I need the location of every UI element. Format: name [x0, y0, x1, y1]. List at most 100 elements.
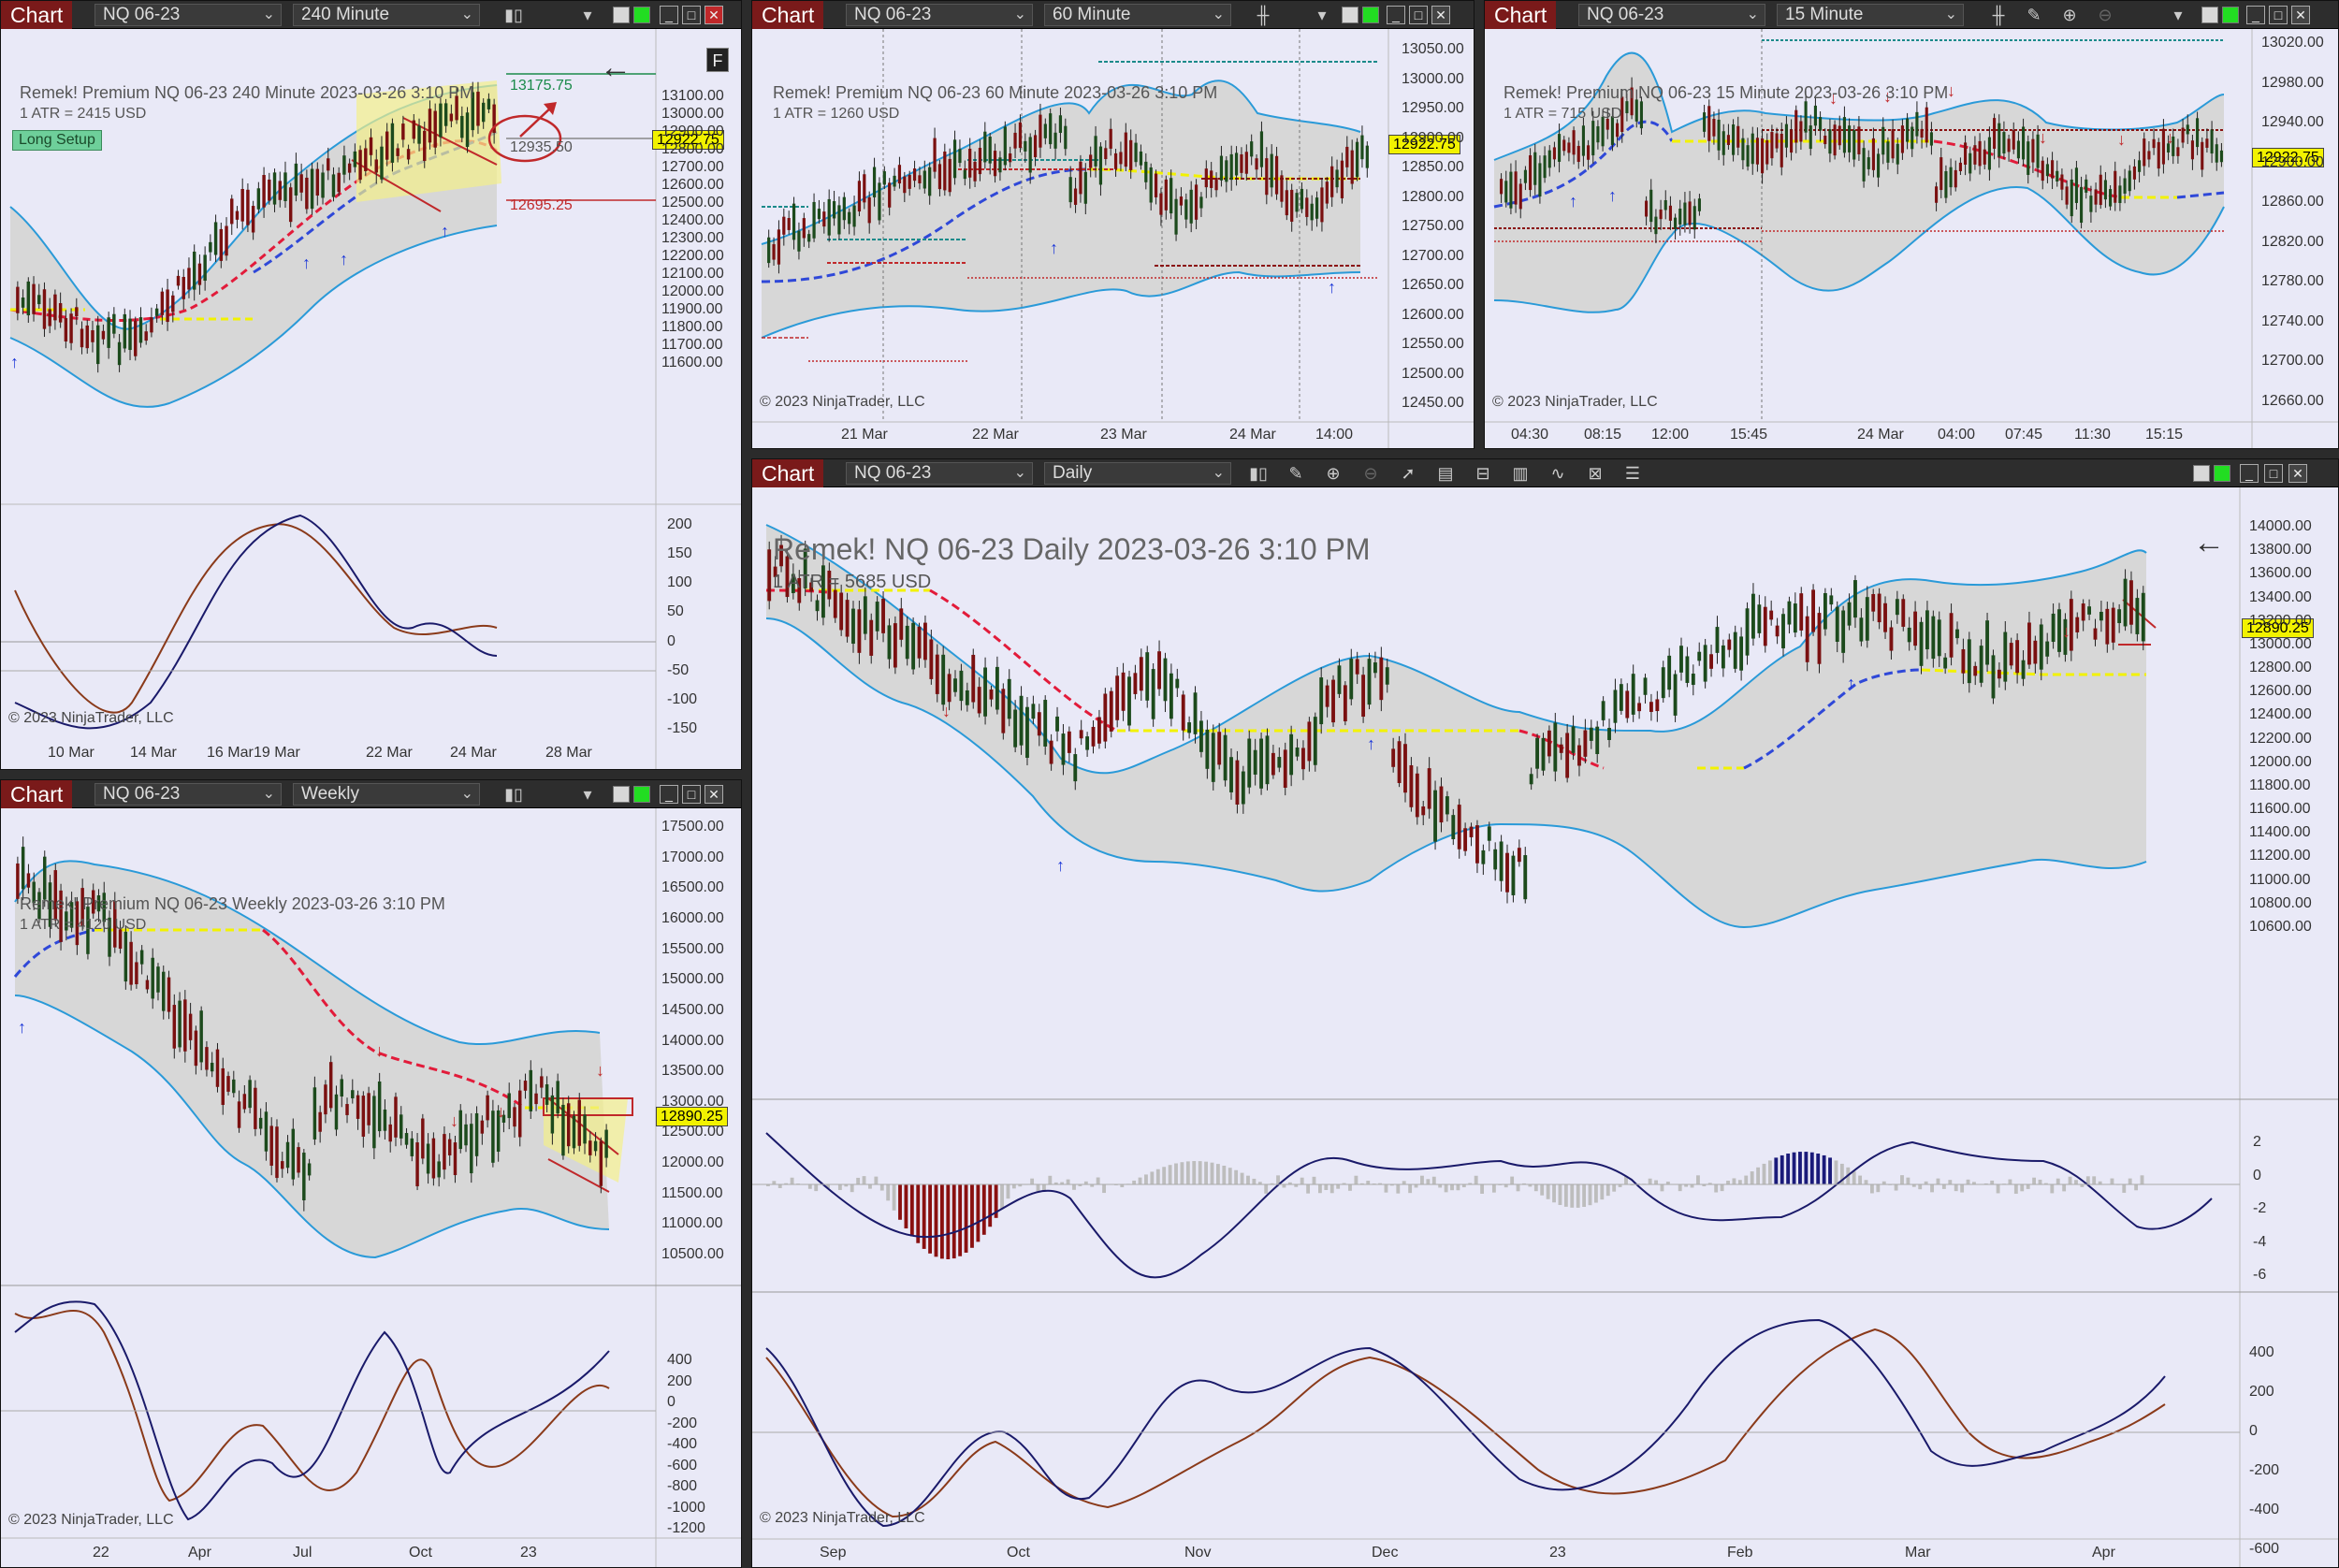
instrument-selector[interactable]: NQ 06-23 ⌄	[94, 783, 282, 806]
candles-icon[interactable]: ▮▯	[1249, 464, 1268, 483]
candle	[237, 1101, 241, 1128]
link-color-box[interactable]	[613, 786, 630, 803]
close-button[interactable]: ✕	[705, 785, 723, 804]
chevron-down-icon: ⌄	[460, 7, 473, 22]
instrument-selector[interactable]: NQ 06-23 ⌄	[846, 4, 1033, 26]
indicator-panel-button[interactable]: F	[706, 48, 729, 72]
candles-icon[interactable]: ╫	[1257, 6, 1270, 24]
properties-icon[interactable]: ⊠	[1588, 464, 1603, 483]
chevron-down-icon[interactable]: ▾	[2173, 6, 2183, 24]
candle	[1403, 744, 1407, 793]
histogram-bar	[981, 1184, 986, 1235]
minimize-button[interactable]: _	[2240, 464, 2259, 483]
link-color-box[interactable]	[2201, 7, 2218, 23]
chevron-down-icon[interactable]: ▾	[1317, 6, 1327, 24]
candle	[1852, 129, 1856, 160]
maximize-button[interactable]: □	[1409, 6, 1428, 24]
interval-selector[interactable]: 15 Minute ⌄	[1777, 4, 1964, 26]
maximize-button[interactable]: □	[2264, 464, 2283, 483]
candle	[518, 1090, 522, 1138]
candle	[2021, 660, 2026, 679]
maximize-button[interactable]: □	[2269, 6, 2288, 24]
candles-icon[interactable]: ▮▯	[504, 6, 523, 24]
date-tick-label: 22 Mar	[972, 427, 1019, 443]
scroll-back-icon[interactable]: ←	[600, 50, 632, 85]
minimize-button[interactable]: _	[2246, 6, 2265, 24]
candle	[1583, 730, 1588, 757]
close-button[interactable]: ✕	[2291, 6, 2310, 24]
interval-selector[interactable]: Daily ⌄	[1044, 462, 1231, 485]
candle	[968, 148, 972, 178]
interval-selector[interactable]: Weekly ⌄	[293, 783, 480, 806]
connection-status-icon	[2222, 7, 2239, 23]
chart-plot-area[interactable]: ↑ ↑ ↑ ↑ Remek! Premium NQ 06-23 240 Minu…	[1, 29, 741, 769]
link-color-box[interactable]	[613, 7, 630, 23]
list-icon[interactable]: ☰	[1624, 464, 1641, 483]
maximize-button[interactable]: □	[682, 785, 701, 804]
strategy-icon[interactable]: ▥	[1512, 464, 1529, 483]
interval-selector[interactable]: 60 Minute ⌄	[1044, 4, 1231, 26]
zoom-in-icon[interactable]: ⊕	[2062, 6, 2077, 24]
chart-plot-area[interactable]: ↑ ↑ Remek! Premium NQ 06-23 60 Minute 20…	[752, 29, 1474, 448]
candle	[2085, 179, 2088, 193]
minimize-button[interactable]: _	[660, 6, 678, 24]
candle	[230, 198, 234, 225]
chart-plot-area[interactable]: ↑ ↓ ↓ ↓ ↓ Remek! Premium NQ 06-23 Weekly…	[1, 808, 741, 1567]
chart-menu-button[interactable]: Chart	[752, 459, 824, 487]
histogram-bar	[1612, 1184, 1617, 1192]
indicator-icon[interactable]: ∿	[1550, 464, 1565, 483]
zoom-out-icon[interactable]: ⊖	[1363, 464, 1378, 483]
candle	[1667, 655, 1672, 690]
chart-menu-button[interactable]: Chart	[752, 1, 824, 29]
maximize-button[interactable]: □	[682, 6, 701, 24]
chart-plot-area[interactable]: ↑ ↑ ↓ ↓ ↓ ↓ ↓ ↓ Remek! Premium NQ 06-23 …	[1485, 29, 2338, 448]
candle	[1865, 597, 1869, 641]
candle	[404, 1133, 409, 1145]
candle	[893, 175, 896, 187]
chart-menu-button[interactable]: Chart	[1, 1, 73, 29]
candle	[1259, 738, 1263, 789]
link-color-box[interactable]	[1342, 7, 1358, 23]
stop-price-label: 12695.25	[510, 197, 573, 213]
close-button[interactable]: ✕	[705, 6, 723, 24]
price-tick-label: 13020.00	[2261, 35, 2324, 51]
close-button[interactable]: ✕	[1431, 6, 1450, 24]
chart-menu-button[interactable]: Chart	[1, 780, 73, 808]
instrument-selector[interactable]: NQ 06-23 ⌄	[94, 4, 282, 26]
candle	[1064, 125, 1068, 150]
histogram-bar	[856, 1177, 861, 1184]
minimize-button[interactable]: _	[660, 785, 678, 804]
candle	[1817, 613, 1822, 664]
chart-menu-button[interactable]: Chart	[1485, 1, 1557, 29]
interval-selector[interactable]: 240 Minute ⌄	[293, 4, 480, 26]
link-color-box[interactable]	[2193, 465, 2210, 482]
candle	[1058, 115, 1063, 134]
candle	[1129, 139, 1133, 170]
histogram-bar	[1480, 1184, 1484, 1194]
candle	[1755, 138, 1759, 165]
histogram-bar	[1839, 1163, 1844, 1184]
pencil-icon[interactable]: ✎	[1288, 464, 1303, 483]
template-icon[interactable]: ⊟	[1475, 464, 1490, 483]
close-button[interactable]: ✕	[2288, 464, 2307, 483]
cursor-icon[interactable]: ➚	[1401, 464, 1416, 483]
data-box-icon[interactable]: ▤	[1437, 464, 1454, 483]
candles-icon[interactable]: ▮▯	[504, 785, 523, 804]
candle	[2132, 166, 2136, 180]
scroll-back-icon[interactable]: ←	[2193, 525, 2225, 560]
chevron-down-icon[interactable]: ▾	[583, 785, 592, 804]
zoom-in-icon[interactable]: ⊕	[1326, 464, 1341, 483]
instrument-selector[interactable]: NQ 06-23 ⌄	[846, 462, 1033, 485]
candles-icon[interactable]: ╫	[1992, 6, 2005, 24]
minimize-button[interactable]: _	[1387, 6, 1405, 24]
candle	[26, 873, 31, 888]
candle	[1061, 733, 1066, 765]
candle	[2109, 189, 2113, 207]
chevron-down-icon[interactable]: ▾	[583, 6, 592, 24]
candle	[2219, 150, 2223, 163]
candle	[2161, 128, 2165, 165]
instrument-selector[interactable]: NQ 06-23 ⌄	[1578, 4, 1765, 26]
zoom-out-icon[interactable]: ⊖	[2098, 6, 2113, 24]
pencil-icon[interactable]: ✎	[2027, 6, 2041, 24]
chart-plot-area[interactable]: ↑ ↑ ↑ ↓ ↓ Remek! NQ 06-23 Daily 2023-03-…	[752, 487, 2338, 1567]
